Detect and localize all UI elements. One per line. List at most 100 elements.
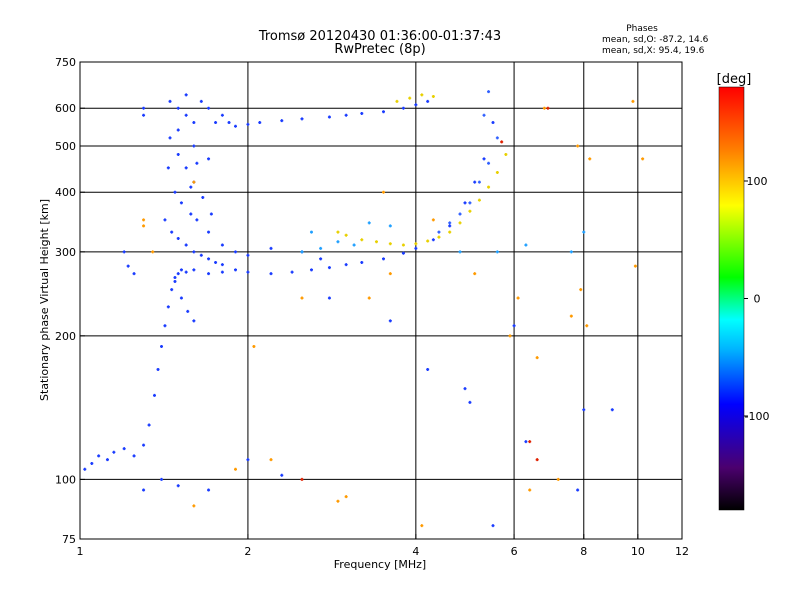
data-point	[582, 230, 586, 234]
data-point	[220, 263, 224, 267]
data-point	[477, 198, 481, 202]
data-point	[401, 106, 405, 110]
data-point	[448, 230, 452, 234]
data-point	[195, 161, 199, 165]
data-point	[163, 218, 167, 222]
data-point	[420, 524, 424, 528]
data-point	[199, 99, 203, 103]
y-tick-label: 100	[55, 473, 76, 486]
data-point	[195, 218, 199, 222]
data-point	[147, 423, 151, 427]
chart-subtitle: RwPretec (8p)	[334, 42, 425, 57]
x-tick-label: 6	[511, 545, 518, 558]
data-point	[367, 221, 371, 225]
x-axis-ticks: 1 2 4 6 8 10 12	[77, 534, 689, 558]
data-point	[426, 367, 430, 371]
colorbar-tick-label: 100	[747, 175, 768, 188]
data-point	[528, 488, 532, 492]
data-point	[214, 121, 218, 125]
y-tick-label: 750	[55, 56, 76, 69]
data-point	[189, 185, 193, 189]
data-point	[269, 246, 273, 250]
data-point	[491, 524, 495, 528]
data-point	[414, 103, 418, 107]
data-point	[414, 246, 418, 250]
data-point	[352, 243, 356, 247]
data-point	[500, 140, 504, 144]
data-point	[482, 113, 486, 117]
data-point	[327, 115, 331, 119]
data-point	[192, 268, 196, 272]
data-point	[463, 387, 467, 391]
data-point	[327, 296, 331, 300]
data-point	[495, 250, 499, 254]
data-point	[360, 260, 364, 264]
data-point	[512, 324, 516, 328]
data-point	[207, 488, 211, 492]
y-tick-label: 300	[55, 246, 76, 259]
data-point	[487, 90, 491, 94]
data-point	[252, 344, 256, 348]
data-point	[176, 152, 180, 156]
data-point	[381, 257, 385, 261]
data-point	[173, 190, 177, 194]
data-point	[207, 272, 211, 276]
data-point	[192, 121, 196, 125]
data-point	[336, 499, 340, 503]
data-point	[280, 473, 284, 477]
data-point	[201, 195, 205, 199]
data-point	[468, 209, 472, 213]
data-point	[576, 488, 580, 492]
x-tick-label: 1	[77, 545, 84, 558]
data-point	[269, 272, 273, 276]
data-point	[431, 94, 435, 98]
data-point	[374, 240, 378, 244]
data-point	[207, 230, 211, 234]
y-axis-ticks: 75 100 200 300 400 500 600 750	[55, 56, 85, 546]
data-point	[220, 270, 224, 274]
data-point	[344, 495, 348, 499]
y-tick-label: 600	[55, 102, 76, 115]
colorbar-tick-label: -100	[745, 410, 770, 423]
phase-stat-o: mean, sd,O: -87.2, 14.6	[602, 35, 709, 45]
data-point	[336, 240, 340, 244]
data-point	[431, 238, 435, 242]
data-point	[184, 93, 188, 97]
data-point	[508, 334, 512, 338]
data-point	[426, 99, 430, 103]
data-point	[542, 106, 546, 110]
y-tick-label: 75	[62, 533, 76, 546]
data-point	[437, 230, 441, 234]
x-tick-label: 4	[412, 545, 419, 558]
chart-title: Tromsø 20120430 01:36:00-01:37:43	[258, 29, 501, 44]
colorbar-tick-label: 0	[754, 293, 761, 306]
data-point	[233, 268, 237, 272]
x-tick-label: 10	[631, 545, 645, 558]
data-point	[156, 367, 160, 371]
data-point	[487, 161, 491, 165]
data-point	[468, 400, 472, 404]
data-point	[246, 253, 250, 257]
data-point	[184, 113, 188, 117]
data-point	[142, 106, 146, 110]
data-point	[309, 268, 313, 272]
data-point	[388, 272, 392, 276]
data-point	[516, 296, 520, 300]
data-point	[166, 305, 170, 309]
data-point	[220, 113, 224, 117]
data-point	[588, 157, 592, 161]
data-point	[633, 264, 637, 268]
data-point	[142, 113, 146, 117]
data-point	[414, 242, 418, 246]
data-point	[179, 201, 183, 205]
data-point	[437, 235, 441, 239]
x-tick-label: 2	[244, 545, 251, 558]
data-point	[381, 190, 385, 194]
data-point	[463, 201, 467, 205]
data-point	[170, 288, 174, 292]
data-point	[344, 113, 348, 117]
data-point	[388, 224, 392, 228]
y-tick-label: 200	[55, 330, 76, 343]
data-point	[546, 106, 550, 110]
